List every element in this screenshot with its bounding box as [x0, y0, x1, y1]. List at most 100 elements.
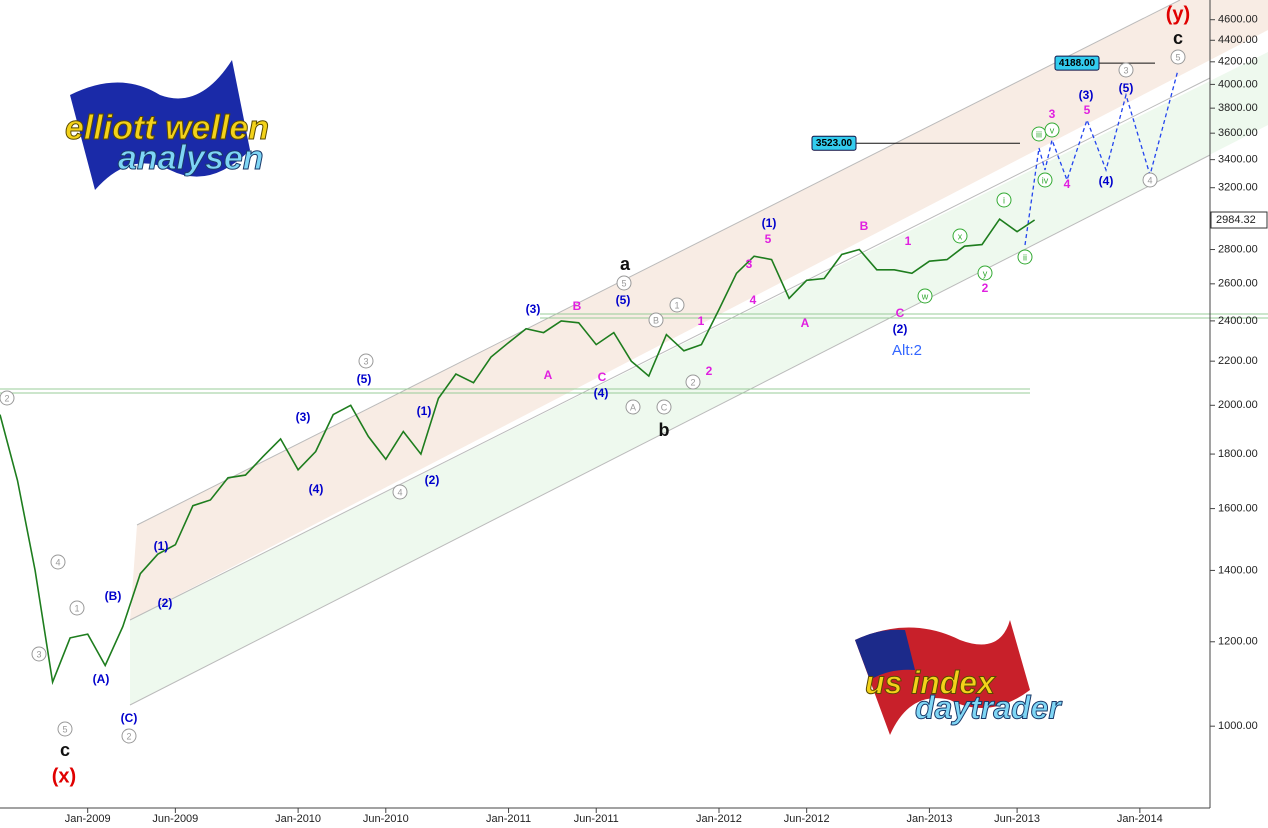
logo-text: daytrader — [915, 689, 1062, 725]
y-tick-label: 1200.00 — [1218, 636, 1258, 648]
wave-label: B — [860, 219, 869, 233]
wave-label: 3 — [1123, 65, 1128, 75]
wave-label: (3) — [296, 410, 311, 424]
wave-label: iv — [1042, 175, 1049, 185]
wave-label: 3 — [746, 257, 753, 271]
wave-label: (4) — [594, 386, 609, 400]
x-tick-label: Jun-2012 — [784, 813, 830, 825]
flag — [70, 60, 250, 190]
wave-label: 4 — [55, 557, 60, 567]
logo-top-left: elliott wellen analysen — [65, 60, 270, 190]
x-tick-label: Jan-2013 — [906, 813, 952, 825]
wave-label: 2 — [126, 731, 131, 741]
y-tick-label: 3800.00 — [1218, 102, 1258, 114]
wave-label: a — [620, 254, 631, 274]
wave-label: 3 — [363, 356, 368, 366]
y-tick-label: 3400.00 — [1218, 154, 1258, 166]
wave-label: 5 — [62, 724, 67, 734]
wave-label: (2) — [158, 596, 173, 610]
wave-label: (3) — [526, 302, 541, 316]
x-tick-label: Jan-2009 — [65, 813, 111, 825]
channel-upper — [130, 0, 1268, 620]
wave-label: ii — [1023, 252, 1027, 262]
wave-label: 2 — [4, 393, 9, 403]
y-tick-label: 2200.00 — [1218, 355, 1258, 367]
wave-label: iii — [1036, 129, 1042, 139]
wave-label: v — [1050, 125, 1055, 135]
y-tick-label: 1800.00 — [1218, 448, 1258, 460]
wave-label: A — [630, 402, 636, 412]
y-tick-label: 1600.00 — [1218, 503, 1258, 515]
wave-circle — [917, 288, 933, 304]
y-tick-label: 2000.00 — [1218, 399, 1258, 411]
wave-label: (C) — [121, 711, 138, 725]
y-tick-label: 4200.00 — [1218, 56, 1258, 68]
wave-circle — [1017, 249, 1033, 265]
y-tick-label: 3200.00 — [1218, 182, 1258, 194]
wave-label: x — [958, 231, 963, 241]
wave-circle — [1170, 49, 1186, 65]
wave-circle — [648, 312, 664, 328]
logo-text: analysen — [118, 139, 264, 177]
projection — [1024, 69, 1179, 246]
wave-label: (1) — [154, 539, 169, 553]
wave-circle — [656, 399, 672, 415]
wave-label: (3) — [1079, 88, 1094, 102]
wave-label: b — [659, 420, 670, 440]
last-price-box — [1210, 211, 1268, 229]
wave-label: 2 — [982, 281, 989, 295]
wave-label: 4 — [397, 487, 402, 497]
y-tick-label: 1400.00 — [1218, 564, 1258, 576]
y-tick-label: 3600.00 — [1218, 127, 1258, 139]
wave-label: (B) — [105, 589, 122, 603]
wave-circle — [1037, 172, 1053, 188]
x-tick-label: Jan-2014 — [1117, 813, 1163, 825]
wave-circle — [392, 484, 408, 500]
x-tick-label: Jan-2012 — [696, 813, 742, 825]
wave-label: c — [60, 740, 70, 760]
wave-label: 5 — [621, 278, 626, 288]
wave-label: (4) — [1099, 174, 1114, 188]
wave-label: 1 — [905, 234, 912, 248]
wave-label: 1 — [698, 314, 705, 328]
wave-circle — [625, 399, 641, 415]
target-box — [1054, 55, 1100, 71]
wave-circle — [1118, 62, 1134, 78]
wave-label: A — [801, 316, 810, 330]
wave-label: (1) — [762, 216, 777, 230]
wave-label: 4 — [1064, 177, 1071, 191]
wave-label: (y) — [1166, 3, 1190, 25]
wave-label: (2) — [425, 473, 440, 487]
wave-label: B — [573, 299, 582, 313]
logo-bottom-right: us index daytrader — [855, 620, 1063, 735]
wave-label: (2) — [893, 322, 908, 336]
y-tick-label: 2600.00 — [1218, 278, 1258, 290]
wave-circle — [1044, 122, 1060, 138]
x-tick-label: Jan-2010 — [275, 813, 321, 825]
wave-label: i — [1003, 195, 1005, 205]
wave-circle — [57, 721, 73, 737]
wave-label: (A) — [93, 672, 110, 686]
target-box — [811, 135, 857, 151]
wave-label: 5 — [1084, 103, 1091, 117]
wave-label: B — [653, 315, 659, 325]
wave-label: y — [983, 268, 988, 278]
wave-label: C — [661, 402, 668, 412]
wave-circle — [669, 297, 685, 313]
wave-label: 2 — [706, 364, 713, 378]
wave-label: c — [1173, 28, 1183, 48]
flag-canton — [855, 629, 915, 680]
x-tick-label: Jun-2011 — [574, 813, 619, 825]
logo-text: us index — [865, 664, 996, 700]
wave-circle — [0, 390, 15, 406]
wave-circle — [358, 353, 374, 369]
wave-circle — [996, 192, 1012, 208]
wave-circle — [977, 265, 993, 281]
x-tick-label: Jun-2013 — [994, 813, 1040, 825]
wave-circle — [69, 600, 85, 616]
y-tick-label: 4400.00 — [1218, 34, 1258, 46]
wave-label: C — [896, 306, 905, 320]
wave-label: (5) — [357, 372, 372, 386]
